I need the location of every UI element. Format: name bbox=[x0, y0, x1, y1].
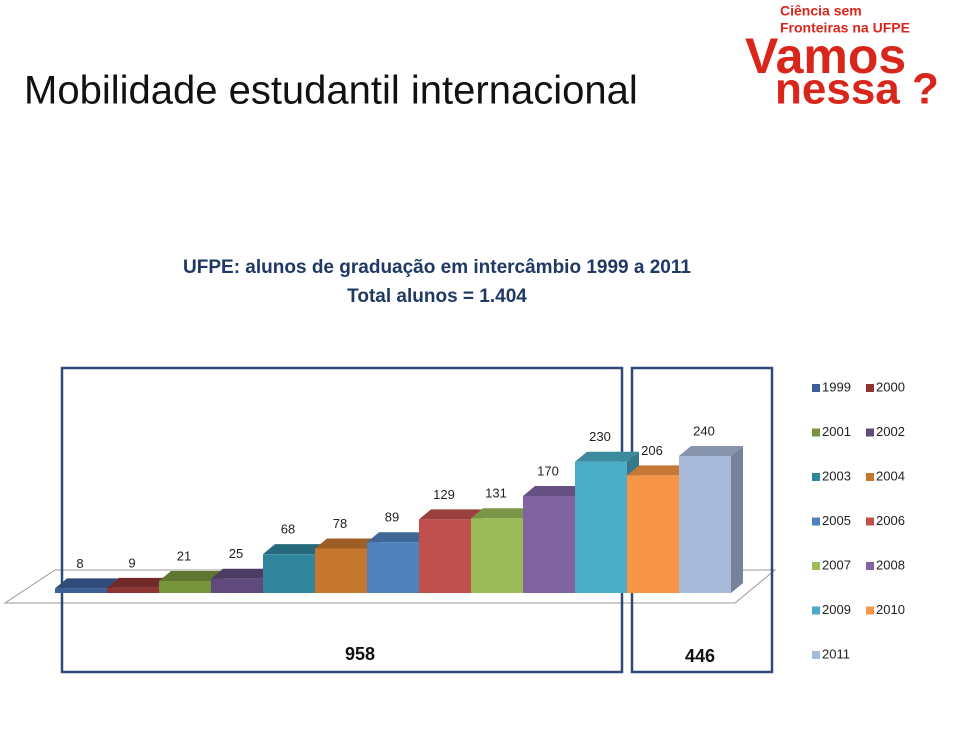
legend-swatch bbox=[812, 517, 820, 526]
legend-label: 2010 bbox=[876, 602, 905, 617]
legend-swatch bbox=[812, 606, 820, 615]
legend-swatch bbox=[866, 473, 874, 481]
legend-swatch bbox=[866, 517, 874, 526]
value-label: 21 bbox=[177, 548, 191, 563]
legend-swatch bbox=[812, 473, 820, 481]
bar bbox=[627, 475, 679, 593]
bar-top bbox=[211, 568, 275, 579]
bar-top bbox=[627, 465, 691, 476]
bar bbox=[523, 495, 575, 593]
bar bbox=[55, 588, 107, 593]
legend-label: 2008 bbox=[876, 557, 905, 572]
logo-text: nessa ? bbox=[775, 65, 939, 114]
logo-text: Vamos bbox=[745, 28, 906, 84]
legend-label: 2006 bbox=[876, 513, 905, 528]
bar bbox=[107, 587, 159, 593]
bar-top bbox=[419, 509, 483, 520]
legend-swatch bbox=[866, 606, 874, 615]
legend-swatch bbox=[812, 384, 820, 392]
logo-text: Ciência sem bbox=[780, 3, 862, 19]
legend-label: 2011 bbox=[822, 646, 850, 661]
legend-label: 2003 bbox=[822, 468, 851, 483]
value-label: 68 bbox=[281, 522, 295, 537]
legend-label: 2007 bbox=[822, 557, 851, 572]
legend-swatch bbox=[866, 428, 874, 437]
value-label: 89 bbox=[385, 510, 399, 525]
group-total: 958 bbox=[345, 644, 375, 664]
legend-swatch bbox=[812, 428, 820, 437]
bar-top bbox=[367, 532, 431, 543]
bar bbox=[471, 518, 523, 593]
value-label: 129 bbox=[433, 487, 455, 502]
value-label: 25 bbox=[229, 546, 243, 561]
bar bbox=[211, 578, 263, 593]
bar-top bbox=[471, 508, 535, 519]
legend-label: 2000 bbox=[876, 379, 905, 394]
bar bbox=[159, 581, 211, 593]
value-label: 240 bbox=[693, 423, 715, 438]
bar bbox=[367, 542, 419, 593]
legend-label: 2005 bbox=[822, 513, 851, 528]
bar bbox=[575, 461, 627, 593]
value-label: 170 bbox=[537, 463, 559, 478]
legend-label: 1999 bbox=[822, 379, 851, 394]
legend-label: 2001 bbox=[822, 424, 851, 439]
logo-text: Fronteiras na UFPE bbox=[780, 20, 910, 36]
bar-top bbox=[679, 446, 743, 456]
legend-swatch bbox=[812, 562, 820, 570]
bar-top bbox=[159, 571, 223, 582]
value-label: 78 bbox=[333, 516, 347, 531]
bar-top bbox=[315, 538, 379, 549]
bar-top bbox=[575, 451, 639, 462]
value-label: 230 bbox=[589, 429, 611, 444]
bar bbox=[315, 548, 367, 593]
value-label: 131 bbox=[485, 486, 507, 501]
bar-top bbox=[263, 544, 327, 555]
value-label: 8 bbox=[76, 556, 83, 571]
legend-swatch bbox=[866, 562, 874, 570]
value-label: 9 bbox=[128, 555, 135, 570]
bar bbox=[679, 456, 731, 593]
legend-label: 2004 bbox=[876, 468, 905, 483]
legend-swatch bbox=[866, 384, 874, 392]
value-label: 206 bbox=[641, 443, 663, 458]
legend-label: 2002 bbox=[876, 424, 905, 439]
bar-side bbox=[731, 446, 743, 593]
slide-title: Mobilidade estudantil internacional bbox=[24, 69, 638, 113]
chart-title: UFPE: alunos de graduação em intercâmbio… bbox=[183, 257, 691, 278]
bar bbox=[263, 554, 315, 593]
bar-top bbox=[107, 577, 171, 588]
legend-label: 2009 bbox=[822, 602, 851, 617]
legend-swatch bbox=[812, 651, 820, 659]
bar-top bbox=[55, 578, 119, 589]
group-total: 446 bbox=[685, 646, 715, 666]
bar bbox=[419, 519, 471, 593]
chart-subtitle: Total alunos = 1.404 bbox=[347, 286, 527, 307]
bar-top bbox=[523, 485, 587, 496]
